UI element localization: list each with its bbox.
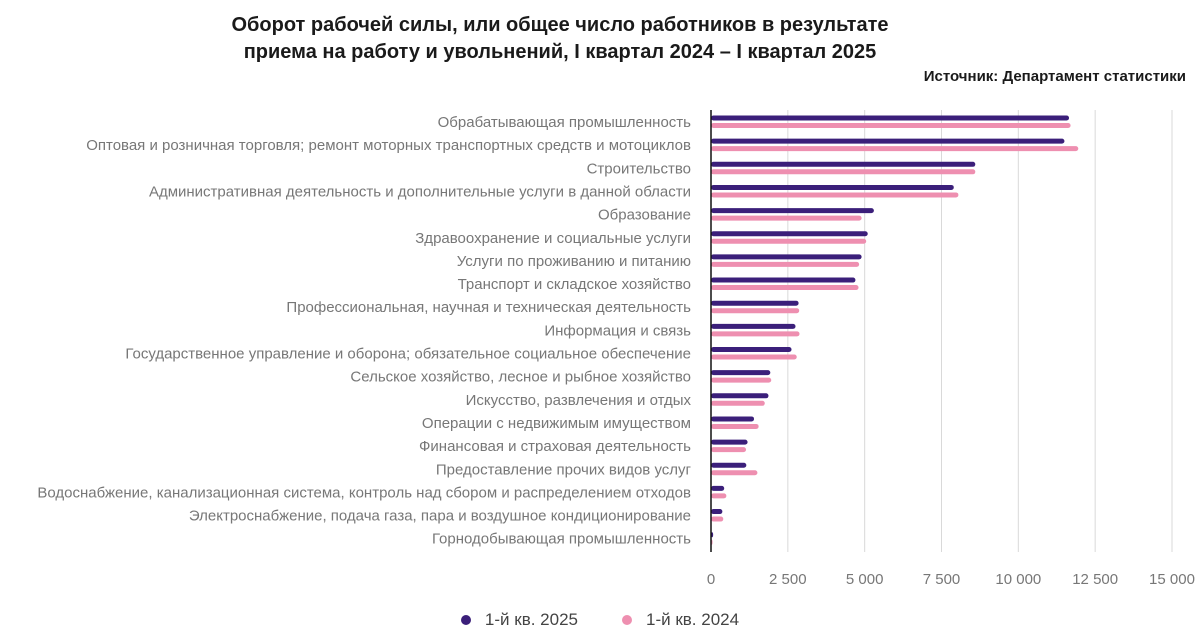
category-label: Образование	[598, 207, 691, 224]
source-note: Источник: Департамент статистики	[923, 68, 1186, 85]
x-tick-label: 7 500	[923, 571, 961, 588]
chart-title: Оборот рабочей силы, или общее число раб…	[150, 12, 970, 66]
bar-2024	[711, 285, 859, 291]
bar-2025	[711, 138, 1065, 144]
legend-item-2024: 1-й кв. 2024	[622, 610, 739, 630]
bar-2025	[711, 208, 874, 214]
category-label: Транспорт и складское хозяйство	[458, 276, 691, 293]
bar-2024	[711, 331, 800, 337]
bar-2024	[711, 354, 797, 360]
bar-2025	[711, 254, 862, 260]
bar-2024	[711, 123, 1071, 128]
bar-2025	[711, 347, 792, 352]
x-tick-label: 12 500	[1072, 571, 1118, 588]
bar-2025	[711, 416, 755, 422]
bar-2024	[711, 377, 772, 383]
bar-2024	[711, 215, 862, 221]
bar-2024	[711, 493, 727, 499]
bar-2024	[711, 516, 724, 522]
category-label: Профессиональная, научная и техническая …	[286, 299, 691, 316]
bar-2025	[711, 161, 976, 167]
bar-2025	[711, 439, 748, 445]
category-label: Искусство, развлечения и отдых	[466, 392, 692, 409]
legend-marker-2024	[622, 615, 632, 625]
x-tick-label: 15 000	[1149, 571, 1195, 588]
legend: 1-й кв. 2025 1-й кв. 2024	[0, 610, 1200, 630]
x-tick-label: 0	[707, 571, 715, 588]
bar-2024	[711, 146, 1079, 152]
bar-2025	[711, 277, 856, 283]
category-label: Информация и связь	[544, 322, 691, 339]
category-label: Операции с недвижимым имуществом	[422, 415, 691, 432]
legend-label-2024: 1-й кв. 2024	[646, 610, 740, 629]
category-label: Сельское хозяйство, лесное и рыбное хозя…	[350, 369, 691, 386]
bar-2024	[711, 238, 867, 244]
category-label: Административная деятельность и дополнит…	[149, 183, 691, 200]
category-label: Обрабатывающая промышленность	[438, 114, 692, 131]
legend-item-2025: 1-й кв. 2025	[460, 610, 578, 630]
bar-2025	[711, 231, 868, 237]
bar-2025	[711, 462, 747, 468]
x-tick-label: 5 000	[846, 571, 884, 588]
bar-2025	[711, 323, 796, 329]
category-label: Горнодобывающая промышленность	[432, 531, 691, 548]
bar-2025	[711, 509, 723, 515]
x-tick-label: 2 500	[769, 571, 807, 588]
bar-2025	[711, 393, 769, 399]
bar-2024	[711, 400, 765, 406]
bar-2024	[711, 423, 759, 429]
bar-2024	[711, 308, 800, 314]
bar-2025	[711, 184, 954, 190]
bar-2025	[711, 485, 725, 491]
category-label: Оптовая и розничная торговля; ремонт мот…	[86, 137, 691, 154]
category-label: Строительство	[587, 160, 691, 177]
bar-2025	[711, 300, 799, 306]
bar-2024	[711, 261, 860, 267]
bar-2024	[711, 447, 747, 453]
category-label: Водоснабжение, канализационная система, …	[37, 484, 691, 501]
bar-chart: 0 2 500 5 000 7 500 10 000 12 500 15 000 Обраба…	[37, 110, 1195, 588]
legend-label-2025: 1-й кв. 2025	[484, 610, 578, 629]
category-label: Здравоохранение и социальные услуги	[415, 230, 691, 247]
category-label: Услуги по проживанию и питанию	[457, 253, 691, 270]
chart-title-line-2: приема на работу и увольнений, I квартал…	[243, 41, 877, 63]
bar-2024	[711, 192, 959, 198]
category-label: Государственное управление и оборона; об…	[125, 346, 691, 363]
bar-2025	[711, 370, 771, 376]
category-label: Электроснабжение, подача газа, пара и во…	[189, 508, 691, 525]
bar-2025	[711, 115, 1070, 121]
category-label: Финансовая и страховая деятельность	[419, 438, 691, 455]
chart-title-line-1: Оборот рабочей силы, или общее число раб…	[231, 14, 889, 36]
bar-2024	[711, 169, 976, 175]
x-tick-label: 10 000	[995, 571, 1041, 588]
bar-2024	[711, 470, 758, 476]
category-label: Предоставление прочих видов услуг	[436, 461, 692, 478]
legend-marker-2025	[460, 615, 471, 625]
